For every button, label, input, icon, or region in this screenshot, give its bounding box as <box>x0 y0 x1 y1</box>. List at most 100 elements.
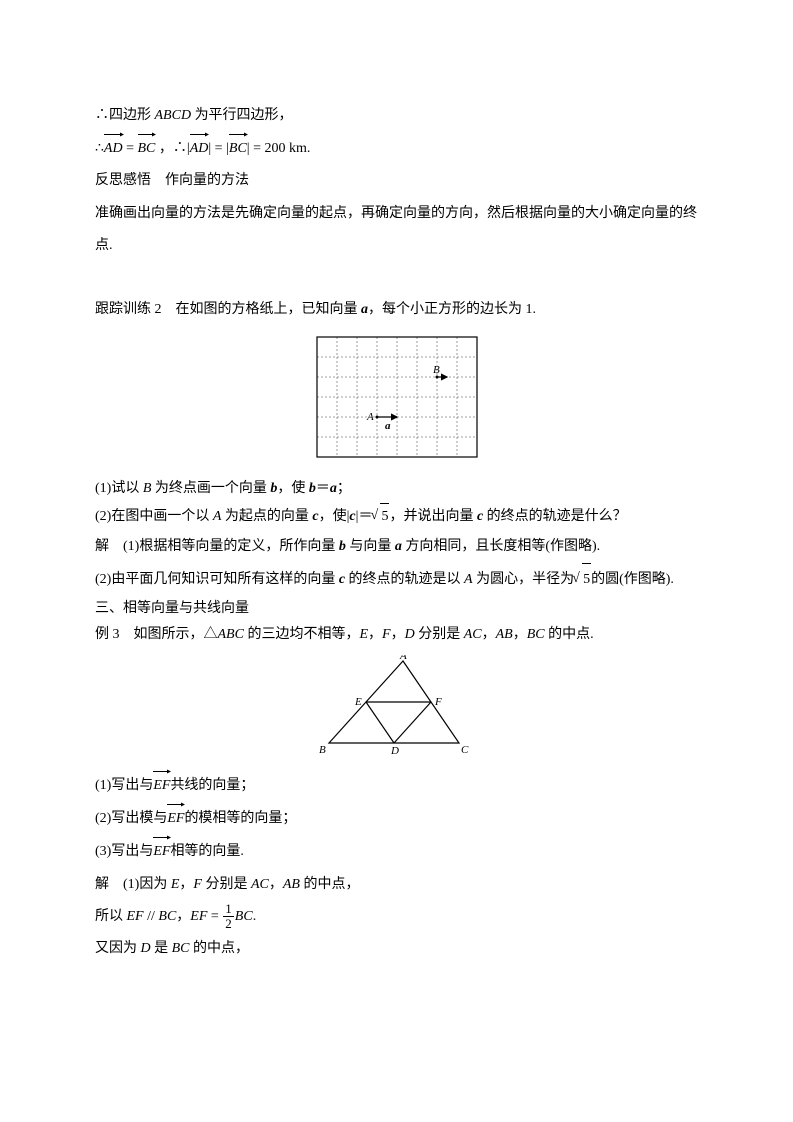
text: 解 (1)根据相等向量的定义，所作向量 <box>95 539 339 554</box>
pt-A: A <box>464 572 473 587</box>
section-3-title: 三、相等向量与共线向量 <box>95 596 698 623</box>
text: 的模相等的向量； <box>184 811 296 826</box>
vec-AD: AD <box>104 132 123 165</box>
text: 的圆(作图略). <box>591 572 674 587</box>
answer-1: 解 (1)根据相等向量的定义，所作向量 b 与向量 a 方向相同，且长度相等(作… <box>95 531 698 563</box>
text: 分别是 <box>415 627 464 642</box>
text: ，∴| <box>155 141 189 156</box>
text: // <box>144 909 159 924</box>
seg-AC: AC <box>251 877 269 892</box>
text: ∴ <box>95 141 104 156</box>
text: ， <box>368 627 382 642</box>
vec-EF: EF <box>167 802 184 835</box>
seg-EF: EF <box>127 909 144 924</box>
text: 的终点的轨迹是什么？ <box>483 509 627 524</box>
text: (1)试以 <box>95 481 143 496</box>
text: ，使 <box>277 481 309 496</box>
text: (2)写出模与 <box>95 811 167 826</box>
text: 的中点. <box>545 627 594 642</box>
text: = <box>123 141 138 156</box>
sol-1: 解 (1)因为 E，F 分别是 AC，AB 的中点， <box>95 869 698 901</box>
svg-text:E: E <box>354 696 362 708</box>
text: 所以 <box>95 909 127 924</box>
text: (1)写出与 <box>95 778 153 793</box>
text: 为圆心，半径为 <box>473 572 575 587</box>
text: 的中点， <box>300 877 360 892</box>
sqrt5b: 5 <box>574 563 591 596</box>
text: = <box>207 909 222 924</box>
tri-name: ABC <box>218 627 244 642</box>
text: 的中点， <box>190 941 250 956</box>
text: ， <box>269 877 283 892</box>
seg-AC: AC <box>464 627 482 642</box>
text: ， <box>179 877 193 892</box>
text: 共线的向量； <box>170 778 254 793</box>
question-1: (1)试以 B 为终点画一个向量 b，使 b＝a； <box>95 476 698 503</box>
pt-E: E <box>359 627 368 642</box>
text: ， <box>176 909 190 924</box>
triangle-figure: ABCDEF <box>95 655 698 759</box>
pt-F: F <box>382 627 391 642</box>
text: ， <box>513 627 527 642</box>
text: ，每个小正方形的边长为 1. <box>368 302 536 317</box>
vec-a: a <box>395 539 402 554</box>
text: 例 3 如图所示，△ <box>95 627 218 642</box>
text: (3)写出与 <box>95 844 153 859</box>
grid-figure: Aa B <box>95 332 698 466</box>
vec-a2: a <box>330 481 337 496</box>
text: ， <box>482 627 496 642</box>
example-3-title: 例 3 如图所示，△ABC 的三边均不相等，E，F，D 分别是 AC，AB，BC… <box>95 622 698 649</box>
para-2: ∴AD = BC ，∴|AD| = |BC| = 200 km. <box>95 132 698 165</box>
vec-BC: BC <box>138 132 156 165</box>
seg-BC: BC <box>527 627 545 642</box>
para-reflect-body: 准确画出向量的方法是先确定向量的起点，再确定向量的方向，然后根据向量的大小确定向… <box>95 198 698 262</box>
denominator: 2 <box>223 917 234 931</box>
svg-text:B: B <box>319 744 326 755</box>
text: 的三边均不相等， <box>244 627 360 642</box>
text: ，并说出向量 <box>389 509 477 524</box>
svg-text:C: C <box>461 744 469 755</box>
vec-b: b <box>339 539 346 554</box>
abcd: ABCD <box>155 108 192 123</box>
text: 分别是 <box>202 877 251 892</box>
question-2: (2)在图中画一个以 A 为起点的向量 c，使|c|＝5，并说出向量 c 的终点… <box>95 503 698 531</box>
frac-half: 12 <box>223 902 234 932</box>
text: 为终点画一个向量 <box>151 481 270 496</box>
blank-line <box>95 262 698 294</box>
text: 为起点的向量 <box>221 509 312 524</box>
vec-EF: EF <box>153 769 170 802</box>
text: 解 (1)因为 <box>95 877 171 892</box>
text: 跟踪训练 2 在如图的方格纸上，已知向量 <box>95 302 361 317</box>
vec-AD2: AD <box>190 132 209 165</box>
req-1: (1)写出与EF共线的向量； <box>95 769 698 802</box>
svg-text:a: a <box>385 420 391 432</box>
text: 又因为 <box>95 941 141 956</box>
grid-svg: Aa B <box>312 332 482 462</box>
pt-D: D <box>141 941 151 956</box>
text: 为平行四边形， <box>191 108 293 123</box>
text: ＝ <box>316 481 330 496</box>
triangle-svg: ABCDEF <box>317 655 477 755</box>
sqrt5: 5 <box>372 503 389 531</box>
text: ，使| <box>319 509 350 524</box>
para-1: ∴四边形 ABCD 为平行四边形， <box>95 100 698 132</box>
text: ∴四边形 <box>95 108 155 123</box>
sqrt-body: 5 <box>380 503 389 531</box>
req-3: (3)写出与EF相等的向量. <box>95 835 698 868</box>
svg-text:A: A <box>366 411 374 423</box>
vec-EF: EF <box>153 835 170 868</box>
svg-text:B: B <box>433 364 440 376</box>
text: 的终点的轨迹是以 <box>345 572 464 587</box>
sol-2: 所以 EF // BC，EF = 12BC. <box>95 901 698 933</box>
numerator: 1 <box>223 902 234 917</box>
sol-3: 又因为 D 是 BC 的中点， <box>95 933 698 965</box>
vec-a: a <box>361 302 368 317</box>
text: . <box>253 909 257 924</box>
seg-EF2: EF <box>190 909 207 924</box>
svg-text:A: A <box>399 655 407 662</box>
text: (2)在图中画一个以 <box>95 509 213 524</box>
text: (2)由平面几何知识可知所有这样的向量 <box>95 572 339 587</box>
para-reflect-title: 反思感悟 作向量的方法 <box>95 165 698 197</box>
pt-D: D <box>405 627 415 642</box>
exercise-2-title: 跟踪训练 2 在如图的方格纸上，已知向量 a，每个小正方形的边长为 1. <box>95 294 698 326</box>
